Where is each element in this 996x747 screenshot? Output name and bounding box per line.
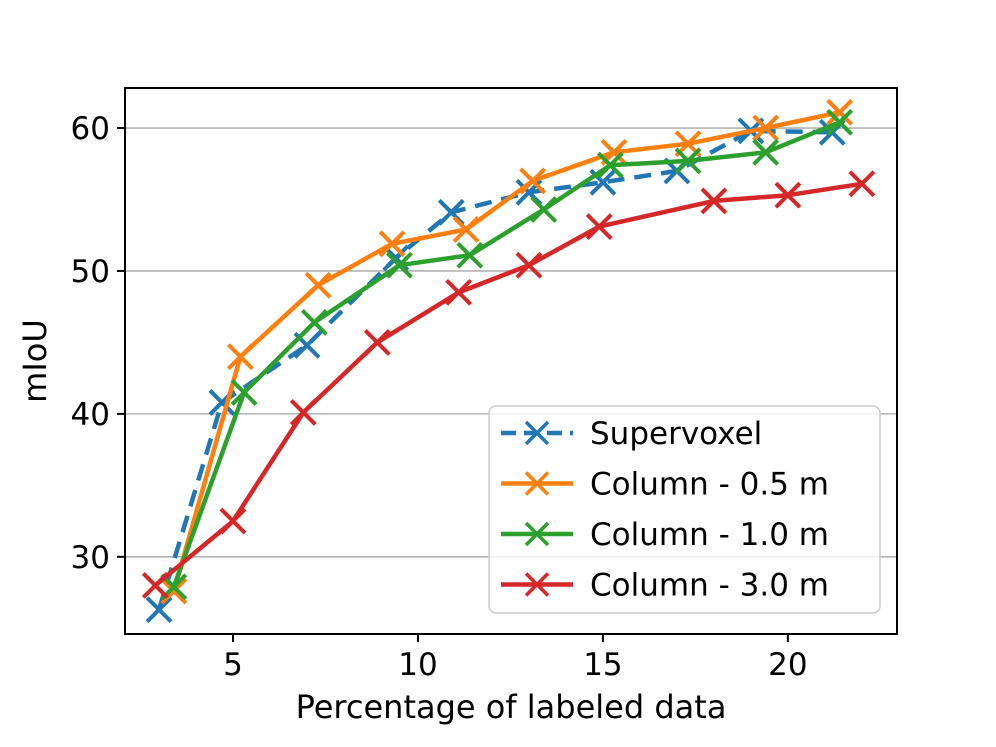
legend-label-supervoxel: Supervoxel [590,416,762,452]
x-marker [160,577,188,605]
series-column-3-0-m [141,170,876,599]
x-marker [826,98,854,126]
x-marker [293,331,321,359]
x-marker [145,596,173,624]
legend-x-marker [524,572,550,597]
legend-x-marker [524,521,550,547]
legend-x-marker [524,420,550,446]
y-tick-label-60: 60 [71,111,110,147]
x-marker [596,151,624,179]
y-tick-label-40: 40 [71,397,110,433]
y-axis-label: mIoU [16,319,54,403]
x-marker [752,138,780,166]
series-line-column-3-0-m [153,181,863,588]
legend-label-column-3-0-m: Column - 3.0 m [590,568,829,604]
x-marker [700,187,728,215]
series-markers-column-0-5-m [160,98,854,605]
x-marker [752,114,780,142]
x-marker [300,308,328,336]
y-tick-label-50: 50 [71,254,110,290]
legend-x-marker [524,471,550,496]
legend-entry-column-1-0-m: Column - 1.0 m [501,517,829,553]
series-markers-column-3-0-m [141,170,876,599]
x-marker [445,278,473,306]
x-marker [515,251,543,279]
x-tick-label-5: 5 [223,647,243,683]
series-line-supervoxel [156,128,833,611]
x-marker [378,230,406,258]
x-marker [530,196,558,223]
legend: Supervoxel Column - 0.5 m Column - 1.0 m Co… [488,405,881,614]
x-marker [848,170,876,198]
legend-frame [488,405,881,614]
series-column-1-0-m [160,108,854,601]
x-marker [585,213,613,241]
x-axis-label: Percentage of labeled data [296,688,727,726]
x-marker [386,251,413,279]
x-tick-label-15: 15 [583,647,622,683]
x-tick-label-20: 20 [768,647,807,683]
plot-border [124,87,898,635]
x-marker [519,167,547,195]
legend-entry-supervoxel: Supervoxel [501,416,762,452]
x-marker [774,181,802,209]
x-marker [456,241,484,269]
series-line-column-1-0-m [171,120,841,588]
x-marker [219,507,247,535]
x-marker [452,216,480,243]
x-marker [230,379,258,406]
x-marker [289,399,317,426]
x-marker [304,271,332,299]
y-tick-label-30: 30 [71,540,110,576]
x-marker [826,108,854,136]
x-marker [382,244,410,272]
series-column-0-5-m [160,98,854,605]
x-marker [226,343,254,371]
series-markers-column-1-0-m [160,108,854,601]
series-line-column-0-5-m [171,110,841,592]
legend-entry-column-3-0-m: Column - 3.0 m [501,568,829,604]
x-marker [437,198,465,226]
x-marker [363,329,391,356]
x-marker [141,571,169,599]
legend-label-column-1-0-m: Column - 1.0 m [590,517,829,553]
x-tick-label-10: 10 [398,647,437,683]
x-marker [674,147,702,175]
x-marker [589,168,617,196]
legend-entry-column-0-5-m: Column - 0.5 m [501,467,829,503]
legend-label-column-0-5-m: Column - 0.5 m [590,467,829,503]
